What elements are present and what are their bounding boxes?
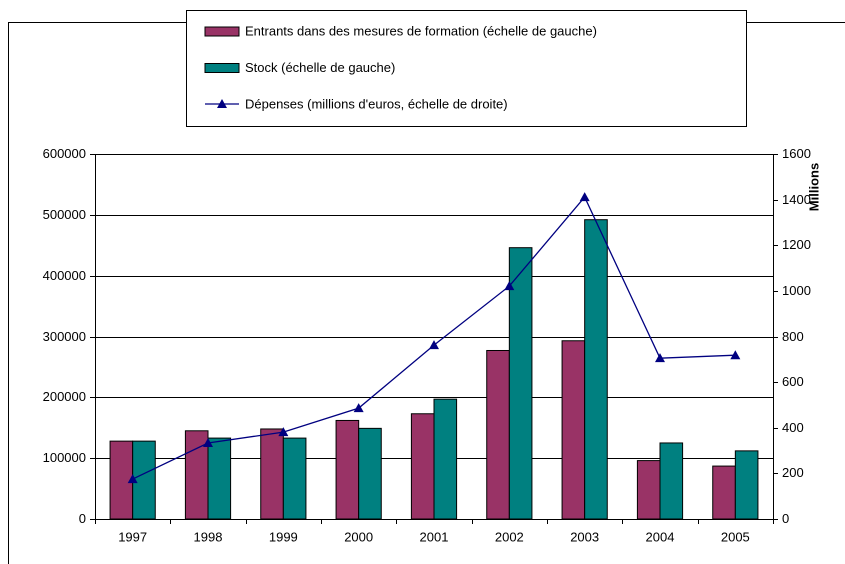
line-marker (579, 192, 590, 202)
y2-tick-label: 1400 (782, 192, 811, 207)
bar (410, 413, 435, 520)
y2-tick-label: 800 (782, 329, 804, 344)
bar (282, 437, 307, 520)
bar (132, 440, 156, 520)
y2-tick-label: 1000 (782, 283, 811, 298)
bar (584, 219, 608, 520)
x-tick-label: 2001 (420, 529, 449, 544)
bar (358, 427, 382, 520)
legend-label: Dépenses (millions d'euros, échelle de d… (245, 96, 508, 111)
y-tick-label: 400000 (43, 268, 86, 283)
y2-axis-label: Millions (806, 163, 821, 211)
line-marker (353, 403, 364, 413)
y2-tick-label: 200 (782, 465, 804, 480)
bar (659, 442, 684, 520)
y-tick-label: 0 (79, 511, 86, 526)
line-marker (504, 281, 515, 291)
bar (433, 398, 458, 520)
legend-label: Stock (échelle de gauche) (245, 60, 395, 75)
x-tick-label: 2005 (721, 529, 750, 544)
legend-swatch (204, 63, 240, 73)
x-tick-label: 2002 (495, 529, 524, 544)
bar (335, 419, 360, 520)
y-tick-label: 200000 (43, 389, 86, 404)
y-tick-label: 500000 (43, 207, 86, 222)
line-marker (429, 340, 439, 350)
x-tick-label: 1998 (194, 529, 223, 544)
line-marker (278, 427, 289, 437)
line-marker (203, 438, 213, 448)
bar (207, 437, 232, 520)
x-tick-label: 2000 (344, 529, 373, 544)
y-tick-label: 300000 (43, 329, 86, 344)
y2-tick-label: 600 (782, 374, 804, 389)
legend-label: Entrants dans des mesures de formation (… (245, 23, 597, 38)
x-tick-label: 2003 (570, 529, 599, 544)
line-marker (127, 474, 138, 484)
line-marker (730, 350, 741, 360)
y2-tick-label: 1600 (782, 146, 811, 161)
bar (734, 450, 759, 520)
y-tick-label: 600000 (43, 146, 86, 161)
bar (561, 340, 586, 520)
y2-tick-label: 0 (782, 511, 789, 526)
legend-box (186, 10, 747, 127)
bar (260, 428, 284, 520)
bar (486, 349, 510, 520)
bar (636, 460, 661, 520)
y2-tick-label: 400 (782, 420, 804, 435)
bar (109, 440, 134, 520)
legend-marker (217, 99, 227, 108)
x-tick-label: 1999 (269, 529, 298, 544)
bar (712, 465, 736, 520)
x-tick-label: 1997 (118, 529, 147, 544)
y2-tick-label: 1200 (782, 237, 811, 252)
y-tick-label: 100000 (43, 450, 86, 465)
legend-swatch (204, 26, 240, 37)
line-marker (655, 353, 665, 363)
x-tick-label: 2004 (646, 529, 675, 544)
